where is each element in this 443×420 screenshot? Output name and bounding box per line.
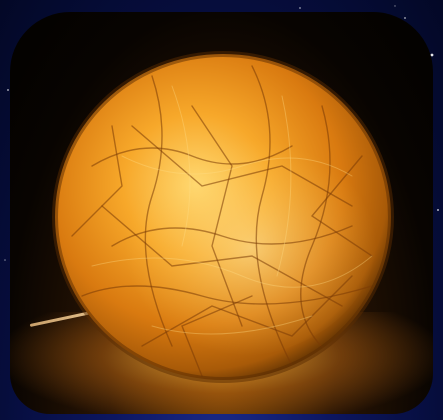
lamp-rim-shade (52, 51, 394, 383)
star (4, 259, 6, 261)
star (437, 209, 439, 211)
globe-lamp (52, 51, 394, 383)
star (7, 89, 9, 91)
lamp-hotspot (97, 116, 377, 356)
paper-fiber-texture (71, 65, 373, 377)
star (394, 5, 396, 7)
star (299, 7, 301, 9)
paper-fiber-texture-light (91, 85, 373, 335)
star (404, 17, 406, 19)
star (430, 53, 434, 57)
